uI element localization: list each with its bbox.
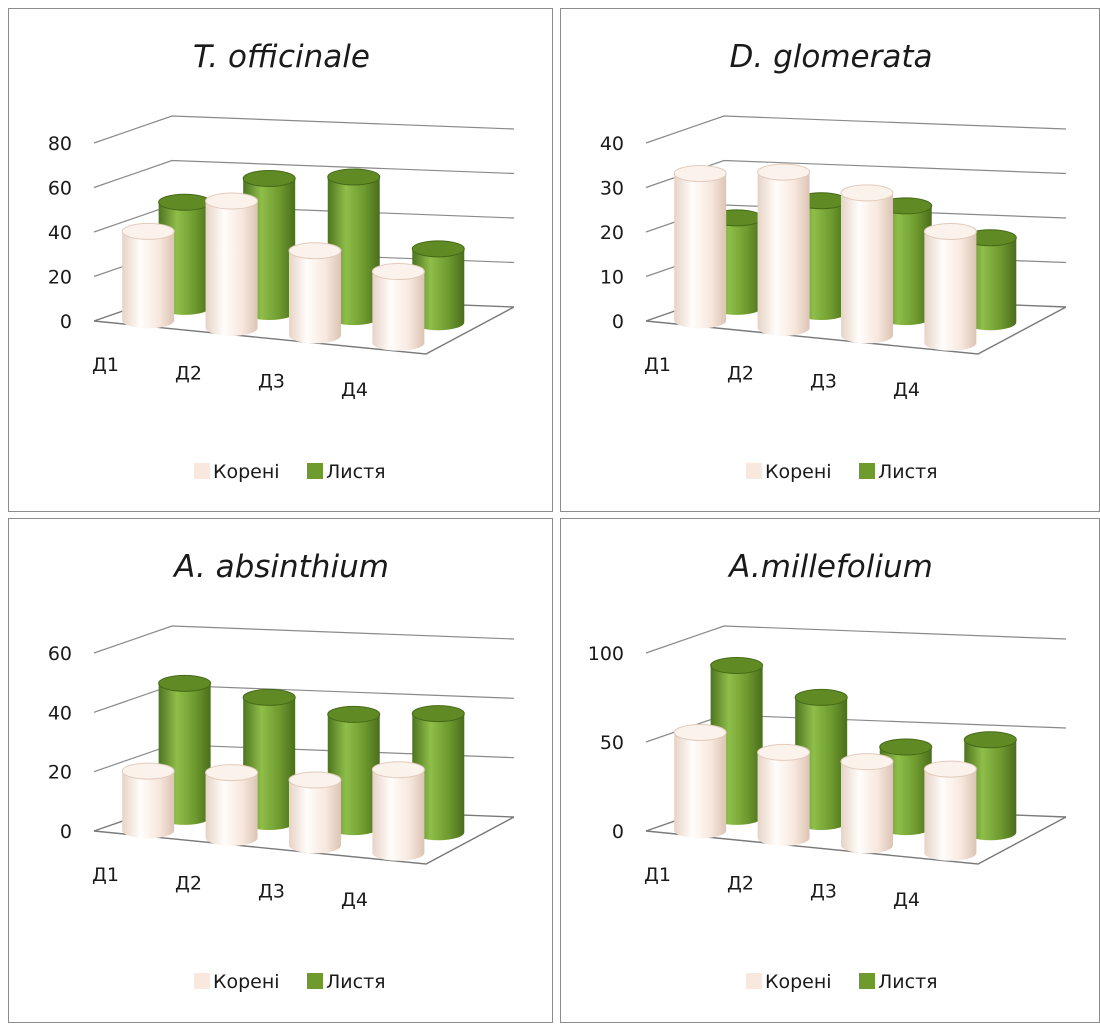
category-label: Д4 xyxy=(341,889,368,911)
gridline xyxy=(645,159,1067,189)
y-tick-label: 40 xyxy=(48,702,72,724)
y-tick-label: 100 xyxy=(588,643,624,665)
legend-swatch-leaves xyxy=(859,973,875,989)
y-tick-label: 0 xyxy=(612,311,624,333)
chart-floor xyxy=(645,306,1067,355)
y-tick-label: 60 xyxy=(48,178,72,200)
y-tick-label: 50 xyxy=(600,732,624,754)
chart-title: D. glomerata xyxy=(730,39,933,75)
y-tick-label: 10 xyxy=(600,267,624,289)
bar-roots-2 xyxy=(205,764,259,846)
category-label: Д1 xyxy=(644,864,671,886)
y-tick-label: 0 xyxy=(612,821,624,843)
legend: Корені Листя xyxy=(194,461,386,483)
category-label: Д2 xyxy=(175,362,202,384)
bar-roots-2 xyxy=(757,163,811,336)
gridline xyxy=(93,115,515,144)
gridline xyxy=(645,625,1067,654)
legend: Корені Листя xyxy=(746,971,938,993)
legend-label-roots: Корені xyxy=(213,971,280,993)
chart-title: T. officinale xyxy=(193,39,370,75)
y-tick-label: 0 xyxy=(60,311,72,333)
chart-panel-a-millefolium: A.millefolium 0 50 100 Д1 Д2 Д3 Д4 Корені Листя xyxy=(560,518,1100,1023)
legend-swatch-leaves xyxy=(307,973,323,989)
chart-panel-t-officinale: T. officinale 0 20 40 60 80 Д1 Д2 Д3 Д4 Корені Лист… xyxy=(8,8,553,512)
chart-floor xyxy=(93,816,515,865)
legend-swatch-roots xyxy=(194,463,210,479)
y-tick-label: 0 xyxy=(60,821,72,843)
category-label: Д1 xyxy=(92,354,119,376)
chart-panel-d-glomerata: D. glomerata 0 10 20 30 40 Д1 Д2 Д3 Д4 Корені Листя xyxy=(560,8,1100,512)
legend: Корені Листя xyxy=(194,971,386,993)
legend-swatch-roots xyxy=(746,463,762,479)
gridline xyxy=(93,159,515,189)
y-tick-label: 40 xyxy=(600,133,624,155)
category-label: Д4 xyxy=(893,889,920,911)
category-label: Д4 xyxy=(341,379,368,401)
bar-leaves-4 xyxy=(963,229,1017,331)
category-label: Д2 xyxy=(727,362,754,384)
chart-title: A.millefolium xyxy=(727,549,933,585)
bar-roots-1 xyxy=(121,222,175,329)
category-label: Д3 xyxy=(810,881,837,903)
legend-swatch-roots xyxy=(746,973,762,989)
bar-roots-2 xyxy=(205,192,259,336)
gridline xyxy=(645,115,1067,144)
legend-label-leaves: Листя xyxy=(878,971,938,993)
category-label: Д1 xyxy=(644,354,671,376)
category-label: Д4 xyxy=(893,379,920,401)
category-label: Д2 xyxy=(727,872,754,894)
y-tick-label: 80 xyxy=(48,133,72,155)
y-tick-label: 20 xyxy=(48,762,72,784)
legend-swatch-leaves xyxy=(307,463,323,479)
bar-roots-1 xyxy=(673,165,727,329)
y-tick-label: 40 xyxy=(48,222,72,244)
legend-swatch-roots xyxy=(194,973,210,989)
bar-roots-4 xyxy=(923,223,977,351)
bar-roots-3 xyxy=(288,771,342,854)
bar-roots-3 xyxy=(288,242,342,344)
chart-floor xyxy=(645,816,1067,865)
bar-roots-4 xyxy=(923,760,977,861)
chart-svg: D. glomerata 0 10 20 30 40 Д1 Д2 Д3 Д4 Корені Листя xyxy=(600,39,1067,483)
legend-label-roots: Корені xyxy=(765,461,832,483)
category-label: Д2 xyxy=(175,872,202,894)
bar-leaves-4 xyxy=(411,705,465,841)
chart-panel-a-absinthium: A. absinthium 0 20 40 60 Д1 Д2 Д3 Д4 Корені Листя xyxy=(8,518,553,1023)
chart-floor xyxy=(93,306,515,355)
category-label: Д3 xyxy=(258,881,285,903)
category-label: Д3 xyxy=(810,371,837,393)
bar-roots-3 xyxy=(840,753,894,854)
category-label: Д1 xyxy=(92,864,119,886)
y-tick-label: 20 xyxy=(600,222,624,244)
bar-roots-1 xyxy=(121,762,175,839)
legend-label-roots: Корені xyxy=(765,971,832,993)
bar-roots-3 xyxy=(840,184,894,344)
gridline xyxy=(93,625,515,654)
bar-roots-1 xyxy=(673,724,727,839)
legend-label-roots: Корені xyxy=(213,461,280,483)
chart-svg: A.millefolium 0 50 100 Д1 Д2 Д3 Д4 Корені Листя xyxy=(588,549,1067,993)
legend: Корені Листя xyxy=(746,461,938,483)
y-tick-label: 20 xyxy=(48,267,72,289)
y-tick-label: 30 xyxy=(600,178,624,200)
legend-label-leaves: Листя xyxy=(326,461,386,483)
bar-roots-2 xyxy=(757,743,811,846)
chart-title: A. absinthium xyxy=(172,549,389,585)
bar-roots-4 xyxy=(371,761,425,861)
chart-svg: T. officinale 0 20 40 60 80 Д1 Д2 Д3 Д4 Корені Лист… xyxy=(48,39,515,483)
bar-roots-4 xyxy=(371,263,425,351)
legend-swatch-leaves xyxy=(859,463,875,479)
chart-svg: A. absinthium 0 20 40 60 Д1 Д2 Д3 Д4 Корені Листя xyxy=(48,549,515,993)
y-tick-label: 60 xyxy=(48,643,72,665)
bar-leaves-4 xyxy=(411,240,465,331)
legend-label-leaves: Листя xyxy=(326,971,386,993)
bar-leaves-4 xyxy=(963,731,1017,841)
legend-label-leaves: Листя xyxy=(878,461,938,483)
category-label: Д3 xyxy=(258,371,285,393)
